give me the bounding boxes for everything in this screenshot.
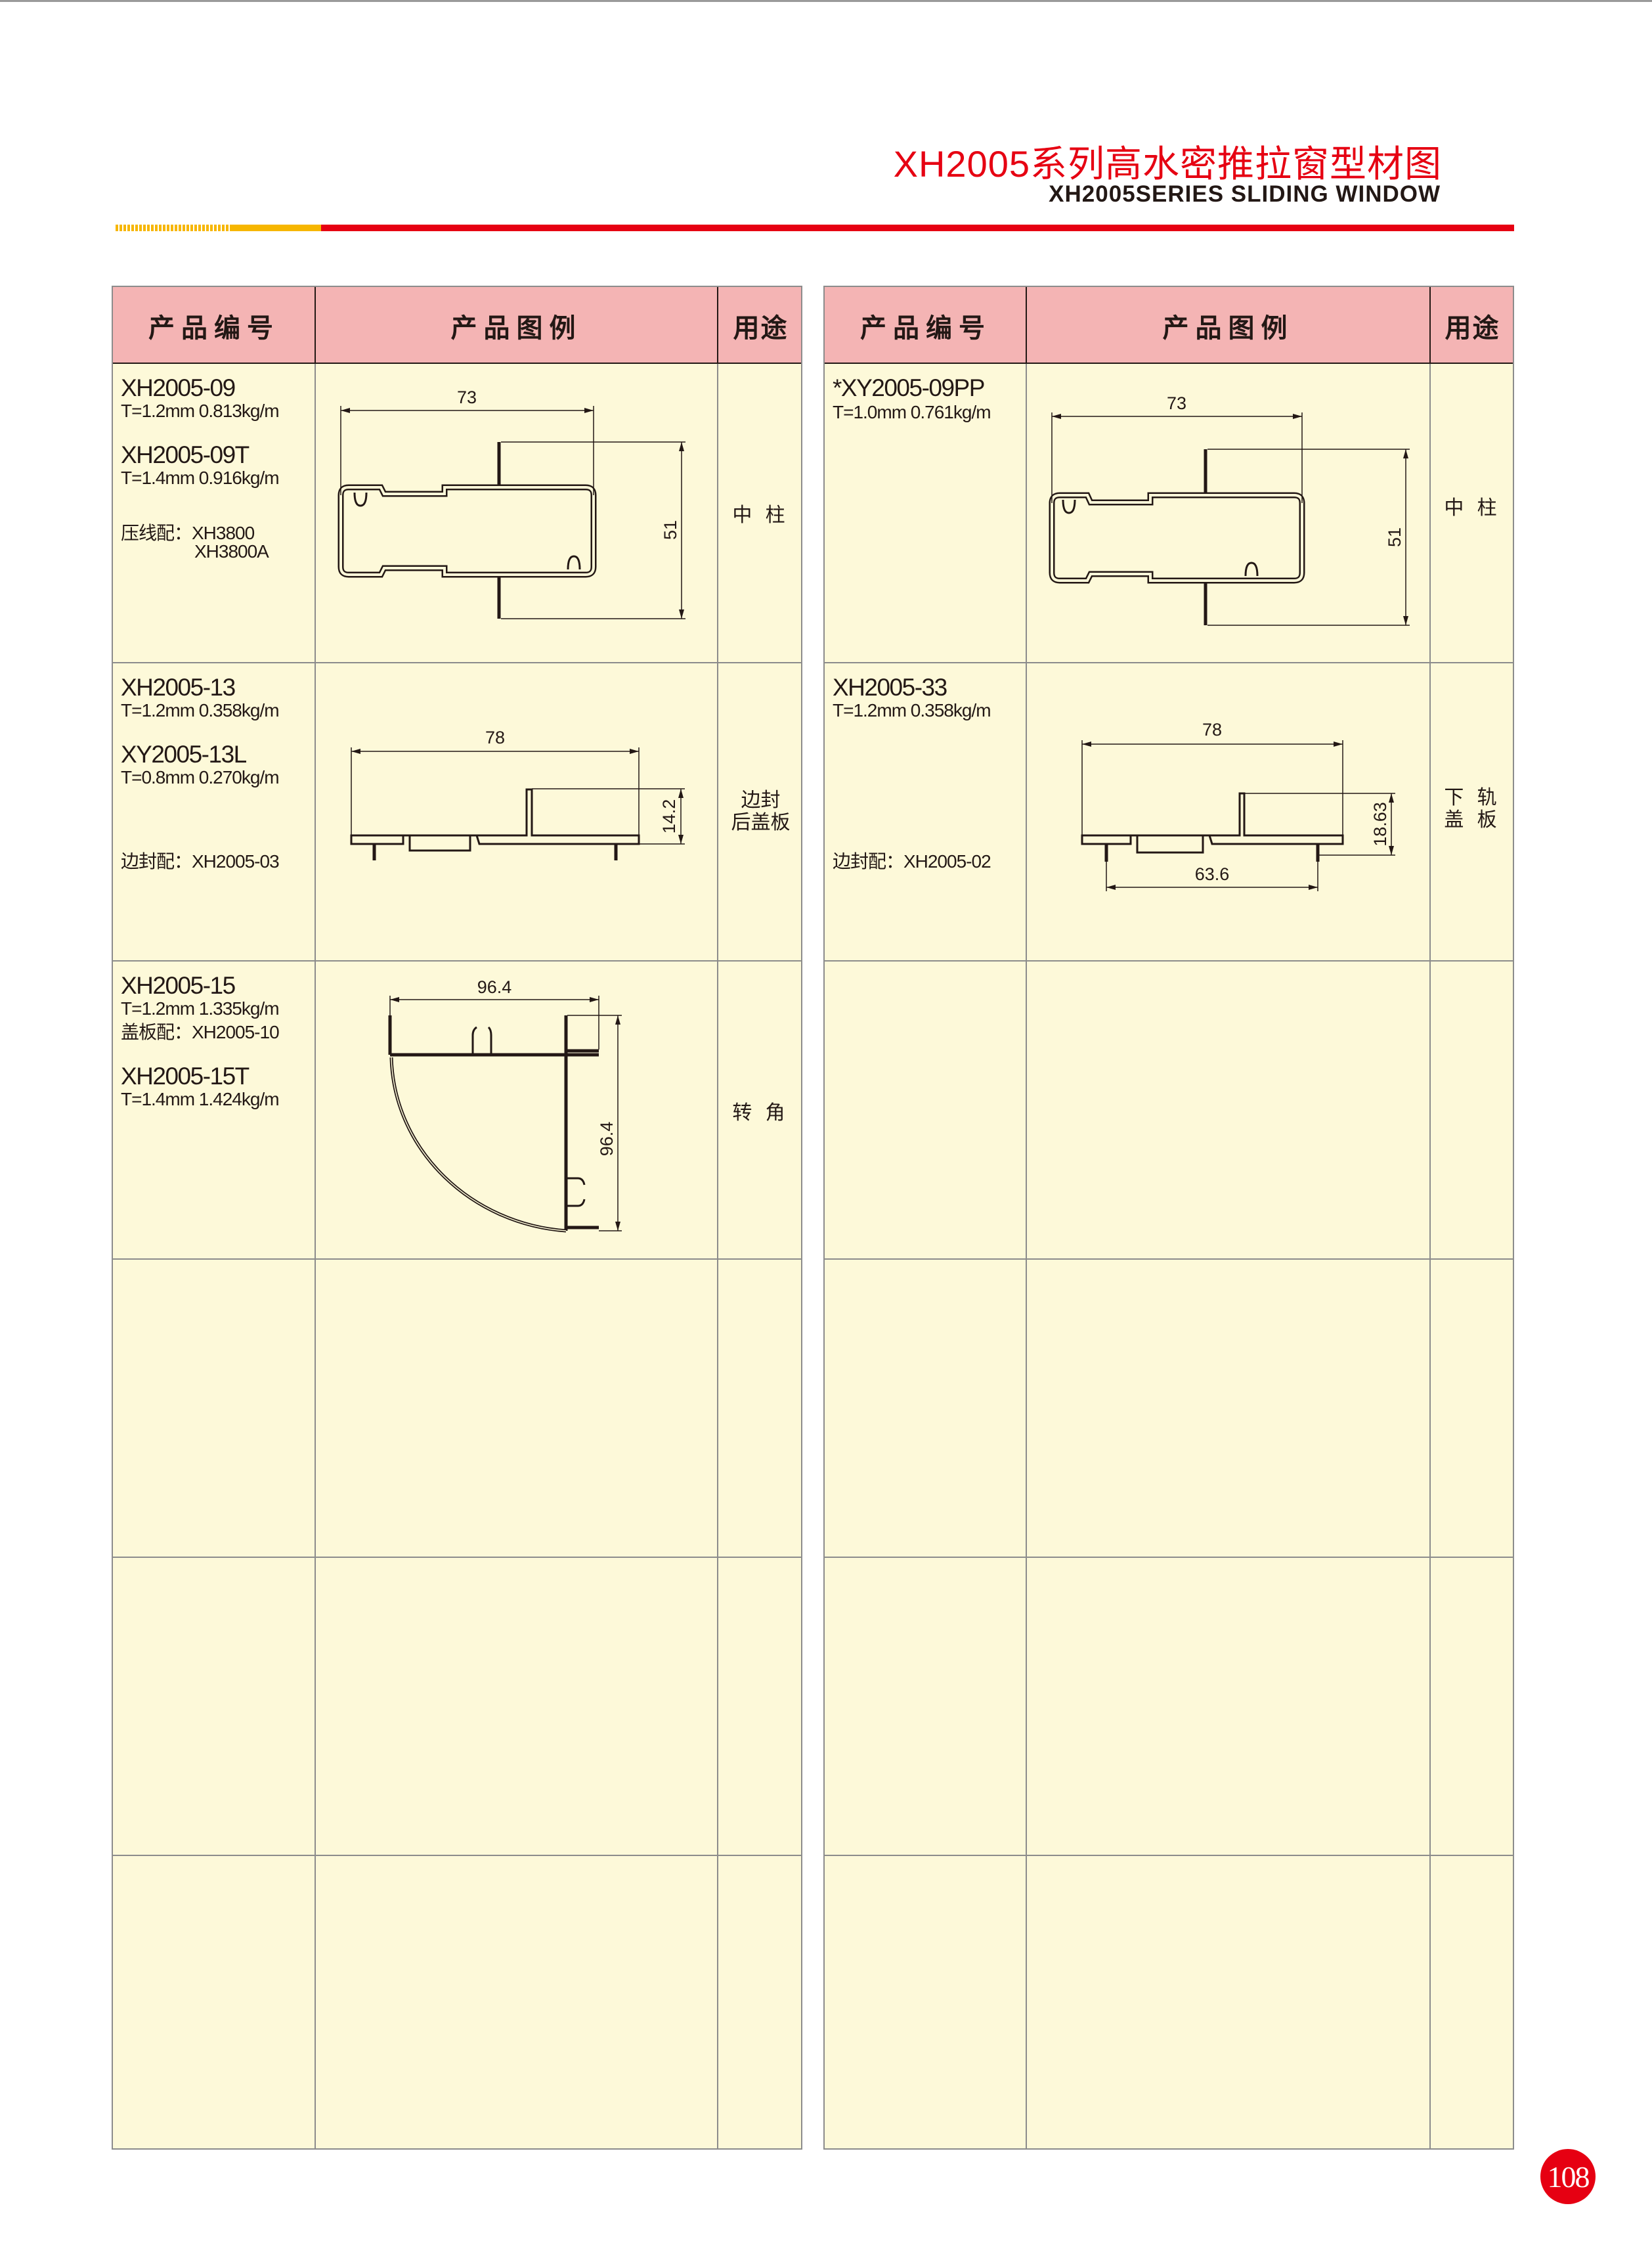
product-spec: T=1.4mm 0.916kg/m (121, 468, 280, 488)
usage-cell: 中 柱 (718, 364, 804, 662)
product-spec: T=1.2mm 0.358kg/m (833, 700, 991, 720)
header-stripe-dashed (116, 225, 231, 231)
header-usage: 用途 (733, 313, 789, 343)
column-divider (1429, 287, 1431, 2148)
table-row-empty (113, 1258, 801, 1557)
dimension-width-label: 96.4 (477, 977, 512, 997)
product-spec: T=1.2mm 1.335kg/m (121, 998, 280, 1019)
page-title: XH2005系列高水密推拉窗型材图 (893, 143, 1442, 185)
usage-cell: 下 轨 盖 板 (1429, 663, 1515, 960)
table-row-empty (113, 1855, 801, 2153)
compatible-note: XH3800A (194, 541, 269, 562)
product-code: XY2005-13L (121, 741, 247, 768)
product-code-cell: XH2005-15 T=1.2mm 1.335kg/m 盖板配：XH2005-1… (113, 962, 315, 1258)
dimension-width-label: 78 (485, 728, 505, 747)
usage-cell: 边封 后盖板 (718, 663, 804, 960)
product-spec: T=1.0mm 0.761kg/m (833, 402, 991, 422)
header-divider (1429, 287, 1431, 364)
header-code: 产品编号 (148, 313, 280, 343)
table-row: XH2005-15 T=1.2mm 1.335kg/m 盖板配：XH2005-1… (113, 960, 801, 1258)
dimension-height-label: 18.63 (1370, 802, 1390, 847)
table-header: 产品编号 产品图例 用途 (113, 287, 801, 364)
dimension-width-label: 78 (1202, 720, 1222, 740)
profile-drawing-cell: 78 18.63 63.6 (1027, 663, 1429, 960)
product-spec: T=1.2mm 0.358kg/m (121, 700, 280, 720)
table-row-empty (825, 1258, 1513, 1557)
table-header: 产品编号 产品图例 用途 (825, 287, 1513, 364)
product-spec: T=1.4mm 1.424kg/m (121, 1089, 280, 1109)
dimension-width-label: 73 (1167, 393, 1186, 413)
product-code-cell: *XY2005-09PP T=1.0mm 0.761kg/m (825, 364, 1027, 662)
product-code-cell: XH2005-09 T=1.2mm 0.813kg/m XH2005-09T T… (113, 364, 315, 662)
compatible-note: 盖板配：XH2005-10 (121, 1022, 280, 1042)
table-row-empty (113, 1557, 801, 1855)
product-code-cell: XH2005-13 T=1.2mm 0.358kg/m XY2005-13L T… (113, 663, 315, 960)
product-code-cell: XH2005-33 T=1.2mm 0.358kg/m 边封配：XH2005-0… (825, 663, 1027, 960)
profile-drawing-xh2005-15: 96.4 96.4 (388, 977, 622, 1233)
dimension-inner-width-label: 63.6 (1195, 864, 1230, 884)
profile-table-left: 产品编号 产品图例 用途 XH2005-09 T=1.2mm 0.813kg/m… (112, 286, 802, 2150)
usage-label: 下 轨 (1444, 787, 1501, 808)
profile-drawing-xy2005-09pp: 73 51 (1049, 393, 1410, 626)
table-row-empty (825, 1557, 1513, 1855)
profile-drawing-cell: 73 51 (1027, 364, 1429, 662)
header-divider (1026, 287, 1027, 364)
table-row: *XY2005-09PP T=1.0mm 0.761kg/m 73 51 (825, 364, 1513, 662)
header-divider (315, 287, 316, 364)
usage-label: 后盖板 (731, 812, 791, 833)
usage-label: 边封 (741, 789, 781, 811)
usage-label: 转 角 (732, 1102, 789, 1124)
product-code: XH2005-13 (121, 674, 236, 701)
header-divider (717, 287, 718, 364)
page-number-badge: 108 (1540, 2149, 1596, 2204)
page-subtitle: XH2005SERIES SLIDING WINDOW (1049, 181, 1441, 207)
table-row: XH2005-09 T=1.2mm 0.813kg/m XH2005-09T T… (113, 364, 801, 662)
profile-drawing-cell: 78 14.2 (315, 663, 718, 960)
header-drawing: 产品图例 (1162, 313, 1294, 343)
product-code: XH2005-15 (121, 972, 236, 999)
usage-label: 中 柱 (1444, 497, 1501, 519)
header-stripe-red (321, 225, 1514, 231)
table-row-empty (825, 960, 1513, 1258)
profile-drawing-xh2005-09: 73 51 (337, 387, 685, 619)
header-code: 产品编号 (860, 313, 991, 343)
profile-drawing-cell: 73 51 (315, 364, 718, 662)
header-drawing: 产品图例 (450, 313, 582, 343)
dimension-height-label: 96.4 (597, 1122, 617, 1157)
product-spec: T=0.8mm 0.270kg/m (121, 767, 280, 787)
profile-table-right: 产品编号 产品图例 用途 *XY2005-09PP T=1.0mm 0.761k… (823, 286, 1514, 2150)
dimension-height-label: 51 (1385, 527, 1404, 547)
column-divider (315, 287, 316, 2148)
product-spec: T=1.2mm 0.813kg/m (121, 401, 280, 421)
product-code: XH2005-15T (121, 1063, 250, 1090)
profile-drawing-cell: 96.4 96.4 (315, 962, 718, 1258)
dimension-height-label: 14.2 (659, 799, 679, 834)
compatible-note: 边封配：XH2005-02 (833, 851, 991, 872)
product-code: XH2005-09 (121, 374, 236, 401)
usage-label: 中 柱 (732, 504, 789, 526)
dimension-width-label: 73 (457, 387, 477, 407)
product-code: *XY2005-09PP (833, 374, 985, 401)
top-rule (0, 0, 1652, 2)
profile-drawing-xh2005-13: 78 14.2 (350, 728, 685, 860)
column-divider (1026, 287, 1027, 2148)
table-row: XH2005-13 T=1.2mm 0.358kg/m XY2005-13L T… (113, 662, 801, 960)
profile-drawing-xh2005-33: 78 18.63 63.6 (1081, 720, 1395, 891)
compatible-note: 压线配：XH3800 (121, 523, 255, 543)
usage-cell: 转 角 (718, 962, 804, 1258)
usage-cell: 中 柱 (1429, 364, 1515, 662)
table-row: XH2005-33 T=1.2mm 0.358kg/m 边封配：XH2005-0… (825, 662, 1513, 960)
dimension-height-label: 51 (661, 520, 680, 540)
column-divider (717, 287, 718, 2148)
header-usage: 用途 (1445, 313, 1500, 343)
product-code: XH2005-09T (121, 441, 250, 468)
table-row-empty (825, 1855, 1513, 2153)
product-code: XH2005-33 (833, 674, 947, 701)
usage-label: 盖 板 (1444, 809, 1501, 831)
header-stripe-yellow (231, 225, 321, 231)
compatible-note: 边封配：XH2005-03 (121, 851, 280, 872)
